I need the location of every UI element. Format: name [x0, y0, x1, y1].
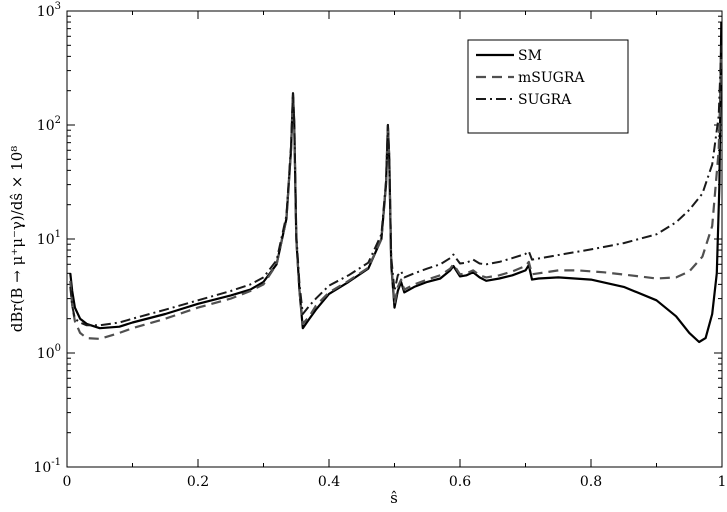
legend-label-sugra: SUGRA: [518, 92, 572, 108]
legend-label-sm: SM: [518, 48, 542, 64]
y-tick-label: 103: [37, 1, 61, 20]
ticks-layer: 0 0.2 0.4 0.6 0.8 1 10-1 100 101 102 103: [33, 1, 726, 490]
series-layer: [69, 21, 723, 344]
x-tick-label: 0.2: [187, 474, 209, 490]
series-line-sm: [69, 21, 723, 344]
y-tick-label: 101: [37, 229, 61, 248]
y-tick-label: 100: [37, 343, 61, 362]
legend-label-msugra: mSUGRA: [518, 70, 585, 86]
x-tick-label: 0.4: [318, 474, 340, 490]
series-line-msugra: [69, 56, 723, 340]
x-tick-label: 0.8: [580, 474, 602, 490]
x-tick-label: 1: [718, 474, 727, 490]
y-tick-label: 102: [37, 115, 61, 134]
legend: SM mSUGRA SUGRA: [467, 39, 629, 134]
x-axis-label: ŝ: [390, 489, 398, 507]
y-tick-label: 10-1: [33, 457, 61, 476]
series-line-sugra: [69, 45, 723, 327]
x-tick-label: 0.6: [449, 474, 471, 490]
y-axis-label: dBr(B → μ⁺μ⁻γ)/dŝ × 10⁸: [8, 146, 26, 332]
x-tick-label: 0: [63, 474, 72, 490]
